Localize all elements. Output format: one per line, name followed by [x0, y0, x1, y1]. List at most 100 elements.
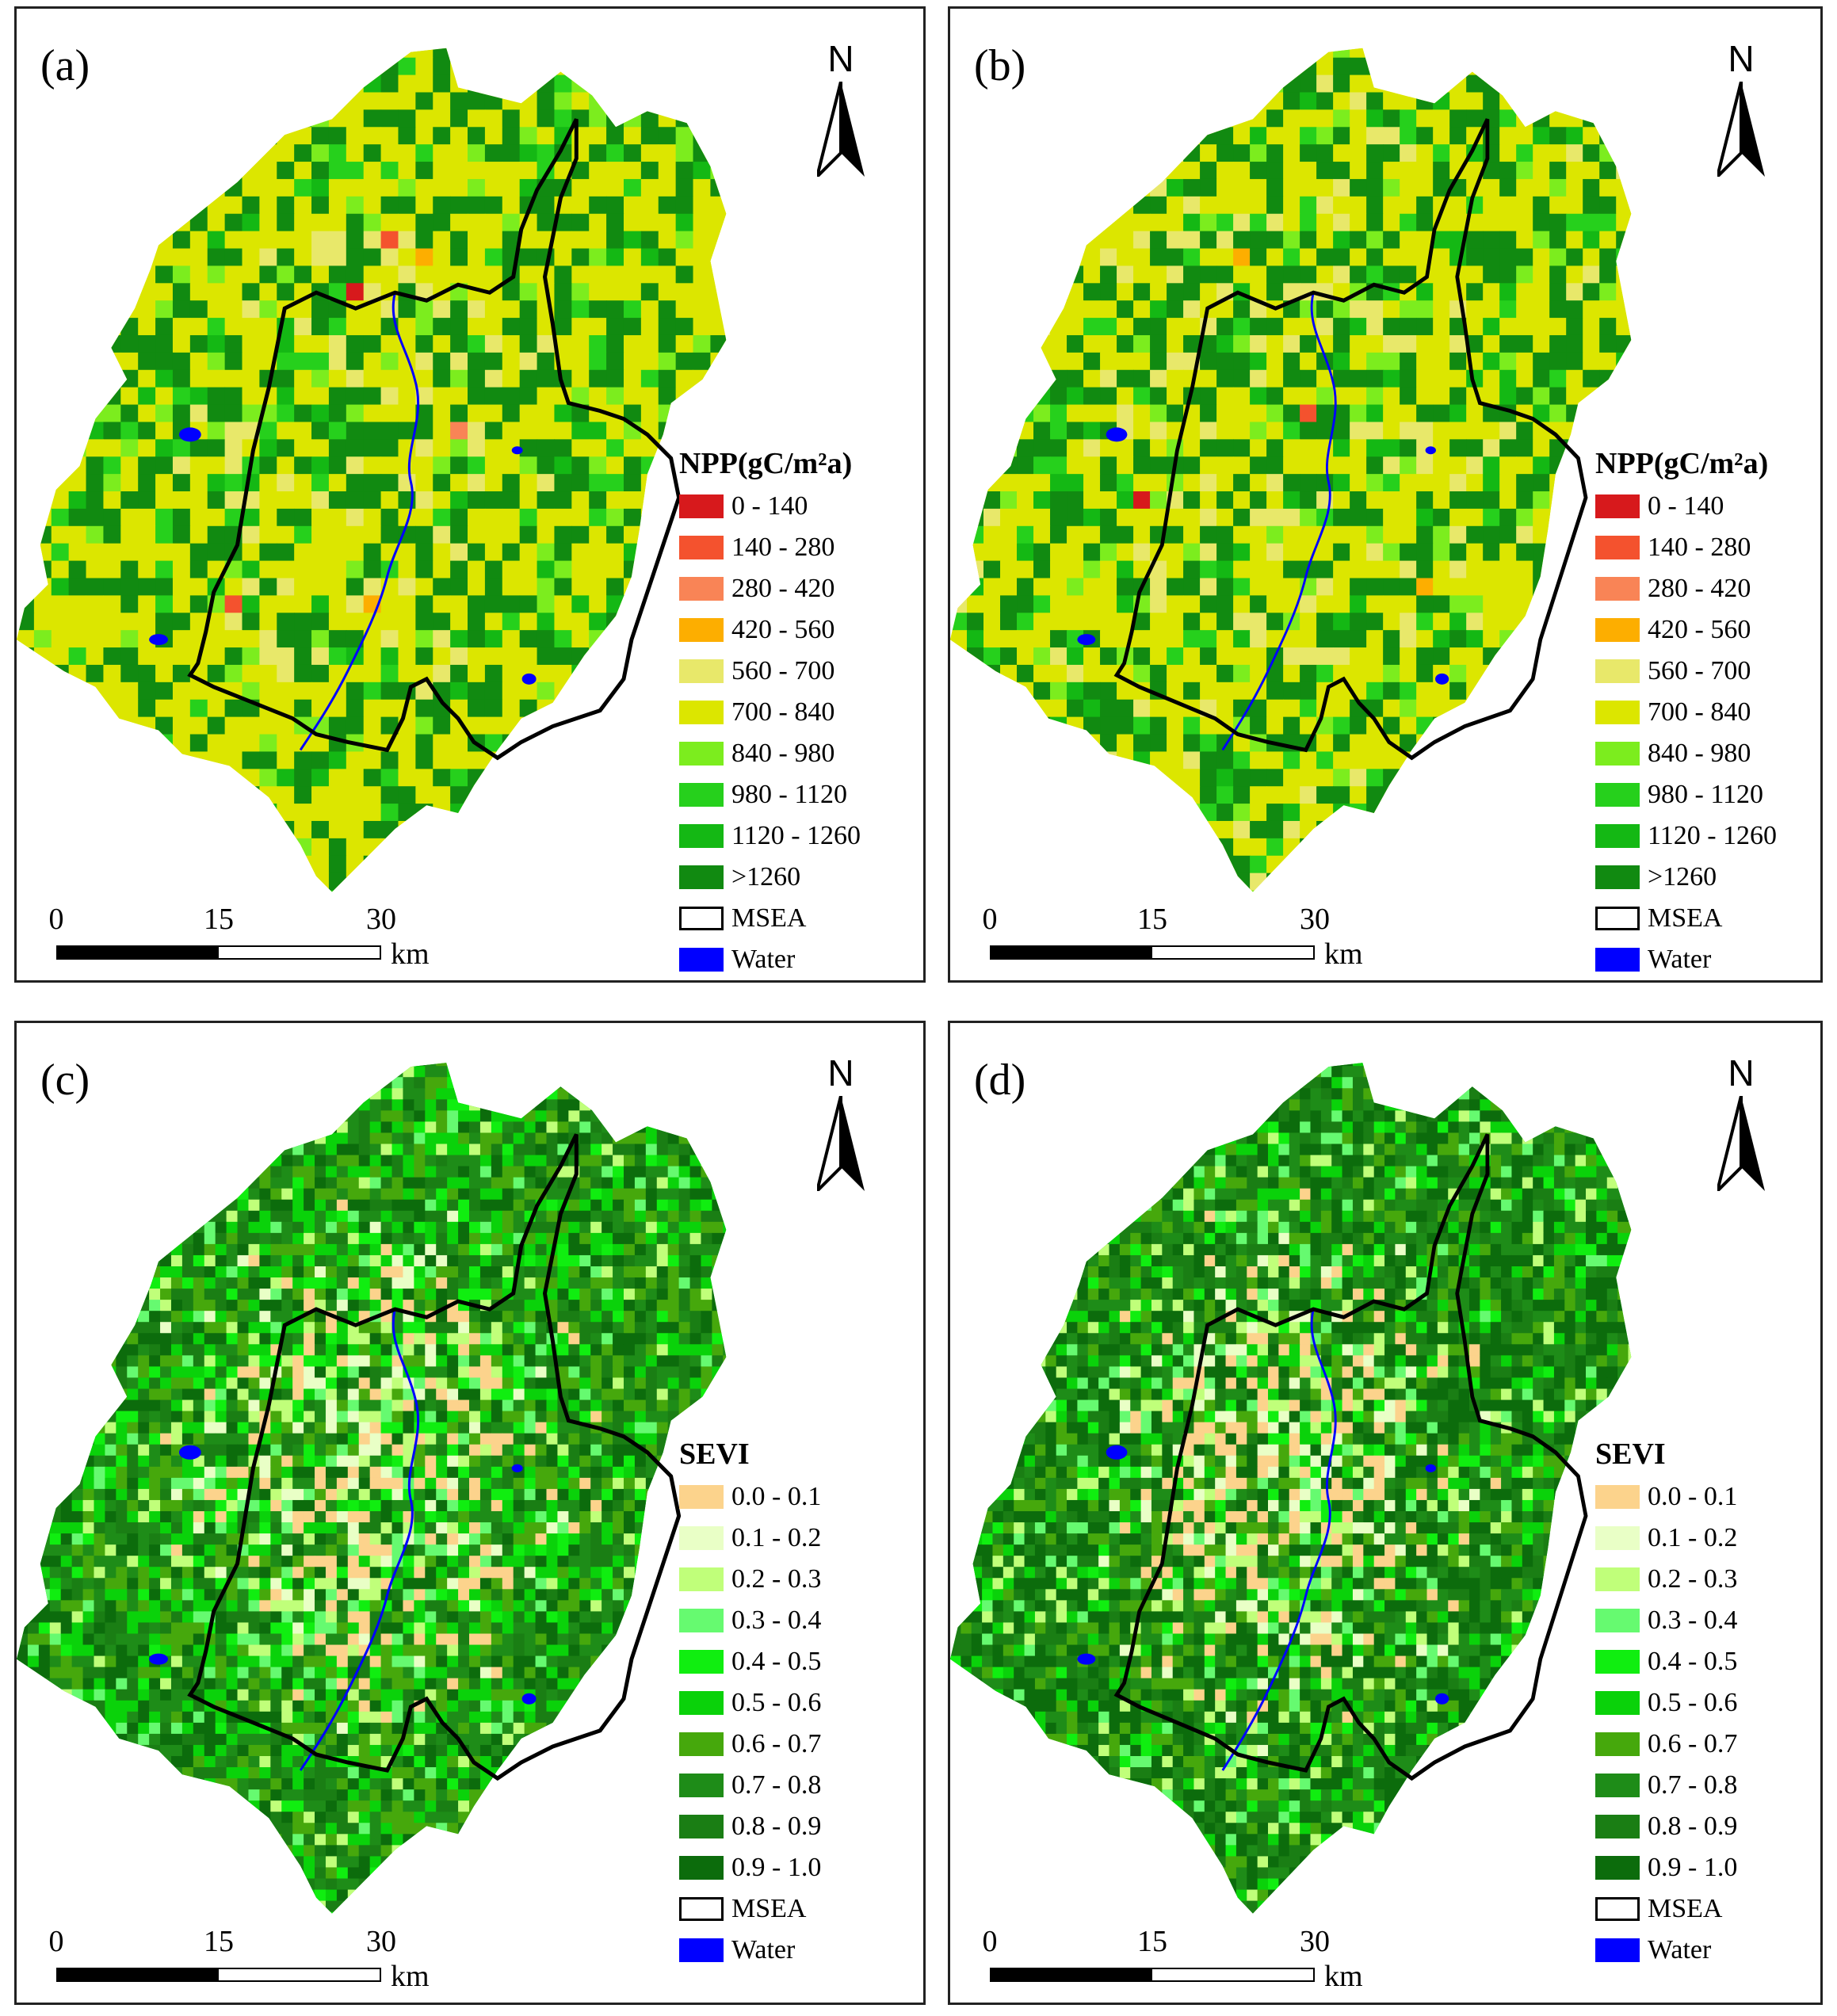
legend-swatch — [1595, 1774, 1640, 1797]
scale-tick-0: 0 — [48, 903, 64, 936]
legend-class-label: 0.5 - 0.6 — [731, 1688, 822, 1717]
legend-swatch — [679, 1526, 724, 1550]
legend-swatch — [679, 577, 724, 601]
map-panel-c: (c) N SEVI 0.0 - 0.1 0.1 - 0.2 0.2 - 0.3 0.… — [14, 1021, 926, 2005]
legend-class-label: 0.4 - 0.5 — [1648, 1647, 1738, 1676]
legend-class-label: 0.6 - 0.7 — [731, 1729, 822, 1758]
legend-swatch — [679, 742, 724, 766]
scale-tick-0: 0 — [982, 1925, 998, 1958]
legend-swatch — [679, 1691, 724, 1715]
legend-class-row: 0.2 - 0.3 — [1595, 1559, 1737, 1600]
legend-title: NPP(gC/m²a) — [679, 447, 853, 480]
legend-swatch — [1595, 742, 1640, 766]
legend-swatch — [679, 659, 724, 683]
legend-class-row: 0.4 - 0.5 — [679, 1641, 821, 1682]
legend-title: SEVI — [1595, 1438, 1666, 1471]
scale-unit: km — [1324, 937, 1363, 971]
legend-swatch — [1595, 1609, 1640, 1632]
scale-tick-30: 30 — [1300, 903, 1330, 936]
legend-swatch — [1595, 1526, 1640, 1550]
npp-raster — [950, 48, 1632, 892]
legend-class-label: >1260 — [1648, 862, 1717, 892]
legend: SEVI 0.0 - 0.1 0.1 - 0.2 0.2 - 0.3 0.3 - 0.… — [1595, 1435, 1737, 1971]
legend-class-label: 0.2 - 0.3 — [1648, 1564, 1738, 1594]
legend-water-label: Water — [731, 945, 796, 974]
legend-class-row: 0.8 - 0.9 — [1595, 1806, 1737, 1847]
legend-swatch — [1595, 1567, 1640, 1591]
scale-tick-30: 30 — [366, 1925, 396, 1958]
north-letter: N — [1728, 1052, 1755, 1094]
legend-swatch — [1595, 1732, 1640, 1756]
legend-class-row: 0.3 - 0.4 — [679, 1600, 821, 1641]
north-arrow: N — [1709, 1055, 1773, 1197]
legend-swatch — [679, 1856, 724, 1880]
legend-swatch — [1595, 494, 1640, 518]
legend-swatch — [679, 783, 724, 807]
legend-swatch — [679, 618, 724, 642]
legend-swatch — [679, 1650, 724, 1674]
legend-swatch — [1595, 824, 1640, 848]
legend-msea-label: MSEA — [731, 1894, 807, 1923]
npp-raster — [17, 48, 727, 892]
legend-class-row: 700 - 840 — [679, 692, 861, 733]
north-arrow-icon — [1717, 82, 1765, 177]
legend-swatch — [1595, 865, 1640, 889]
legend-class-label: 0.3 - 0.4 — [731, 1606, 822, 1635]
north-arrow: N — [1709, 40, 1773, 183]
scale-bar: 0 15 30 km — [48, 904, 492, 976]
legend-swatch — [1595, 536, 1640, 559]
legend-class-label: 980 - 1120 — [1648, 780, 1764, 809]
legend-class-label: 840 - 980 — [731, 739, 835, 768]
legend-class-label: 0.4 - 0.5 — [731, 1647, 822, 1676]
legend-class-row: 140 - 280 — [679, 527, 861, 568]
legend-class-row: 1120 - 1260 — [1595, 815, 1777, 857]
sevi-raster — [950, 1063, 1632, 1914]
legend-swatch — [1595, 701, 1640, 724]
water-swatch — [1595, 948, 1640, 972]
legend-swatch — [679, 494, 724, 518]
sevi-map-d — [950, 1063, 1632, 1914]
map-panel-b: (b) N NPP(gC/m²a) 0 - 140 140 - 280 280 - … — [948, 6, 1823, 983]
north-arrow-icon — [817, 82, 865, 177]
legend-class-row: 0 - 140 — [1595, 486, 1777, 527]
legend: NPP(gC/m²a) 0 - 140 140 - 280 280 - 420 420… — [1595, 445, 1777, 980]
scale-bar-white — [1151, 1968, 1315, 1982]
legend-class-label: 840 - 980 — [1648, 739, 1751, 768]
scale-tick-30: 30 — [1300, 1925, 1330, 1958]
legend-class-row: 0.0 - 0.1 — [1595, 1476, 1737, 1518]
legend-class-label: >1260 — [731, 862, 801, 892]
scale-tick-30: 30 — [366, 903, 396, 936]
legend-class-label: 1120 - 1260 — [731, 821, 861, 850]
panel-label: (c) — [40, 1056, 90, 1105]
legend-class-row: 0.1 - 0.2 — [679, 1518, 821, 1559]
legend-class-label: 0.1 - 0.2 — [731, 1523, 822, 1552]
legend-class-row: 840 - 980 — [1595, 733, 1777, 774]
legend-swatch — [679, 865, 724, 889]
legend-swatch — [1595, 1691, 1640, 1715]
legend-class-label: 700 - 840 — [731, 697, 835, 727]
legend-class-row: 0.6 - 0.7 — [679, 1724, 821, 1765]
legend-swatch — [679, 1815, 724, 1838]
legend-msea-label: MSEA — [1648, 903, 1723, 933]
legend-water-row: Water — [1595, 1930, 1737, 1971]
legend-class-row: 0.7 - 0.8 — [679, 1765, 821, 1806]
legend-swatch — [679, 824, 724, 848]
legend-class-row: >1260 — [1595, 857, 1777, 898]
north-arrow-icon — [1717, 1096, 1765, 1191]
scale-tick-0: 0 — [982, 903, 998, 936]
msea-swatch — [1595, 1897, 1640, 1921]
legend-class-row: 0.5 - 0.6 — [679, 1682, 821, 1724]
legend-class-label: 0.0 - 0.1 — [1648, 1482, 1738, 1511]
legend-class-row: 420 - 560 — [679, 609, 861, 651]
legend-class-label: 0.6 - 0.7 — [1648, 1729, 1738, 1758]
water-swatch — [679, 948, 724, 972]
legend-class-row: 0.9 - 1.0 — [679, 1847, 821, 1888]
legend-class-label: 0.3 - 0.4 — [1648, 1606, 1738, 1635]
msea-swatch — [679, 1897, 724, 1921]
legend-swatch — [1595, 1856, 1640, 1880]
legend-water-row: Water — [679, 939, 861, 980]
scale-bar-white — [217, 1968, 381, 1982]
sevi-map-c — [17, 1063, 727, 1914]
scale-tick-15: 15 — [204, 1925, 234, 1958]
scale-bar-white — [1151, 945, 1315, 960]
